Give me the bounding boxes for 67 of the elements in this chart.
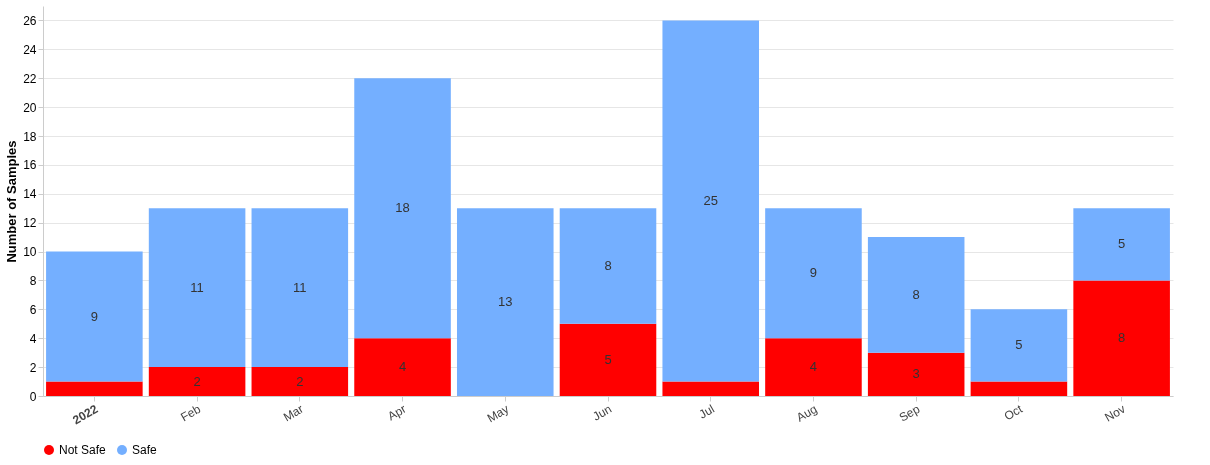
x-tick-label: May <box>484 401 512 426</box>
y-tick-label: 8 <box>29 273 37 288</box>
y-axis-title: Number of Samples <box>4 140 20 263</box>
x-tick-label: Mar <box>280 401 306 425</box>
y-tick-label: 12 <box>23 216 37 231</box>
y-tick-label: 20 <box>23 100 37 115</box>
data-label: 8 <box>1118 330 1126 346</box>
y-tick-label: 10 <box>23 245 37 260</box>
data-label: 5 <box>604 351 612 367</box>
bar <box>970 309 1068 382</box>
bar <box>867 352 965 396</box>
bar <box>354 78 451 339</box>
bar <box>559 323 657 396</box>
legend-label: Safe <box>132 443 158 457</box>
data-label: 13 <box>498 294 513 310</box>
bar <box>354 338 451 396</box>
bar <box>46 251 143 382</box>
y-tick-label: 16 <box>23 158 37 173</box>
x-tick-label: Aug <box>793 401 820 425</box>
x-tick-label: Apr <box>385 401 409 424</box>
bar <box>662 381 760 396</box>
data-label: 9 <box>809 265 818 281</box>
data-label: 4 <box>398 359 407 375</box>
data-label: 11 <box>293 279 307 295</box>
y-tick-label: 6 <box>29 302 37 317</box>
x-tick-label: Oct <box>1001 401 1026 424</box>
data-label: 8 <box>912 286 920 302</box>
y-tick-label: 24 <box>23 42 37 57</box>
x-tick-label: Jun <box>590 401 614 424</box>
bar <box>456 208 554 396</box>
bar <box>765 208 862 339</box>
bar <box>251 367 349 396</box>
data-label: 3 <box>912 366 920 382</box>
bar <box>559 208 657 324</box>
bar <box>867 237 965 353</box>
legend-label: Not Safe <box>59 443 107 457</box>
bar <box>251 208 349 368</box>
y-tick-label: 0 <box>29 389 37 404</box>
x-tick-label: Nov <box>1102 401 1128 425</box>
data-label: 5 <box>1118 236 1126 252</box>
bar <box>148 208 246 368</box>
bar <box>970 381 1068 396</box>
bar <box>1073 208 1170 281</box>
data-label: 4 <box>809 359 818 375</box>
y-tick-label: 14 <box>23 187 37 202</box>
data-label: 8 <box>604 258 612 273</box>
y-tick-label: 22 <box>23 71 37 86</box>
y-tick-label: 2 <box>29 360 37 375</box>
bar <box>148 367 246 396</box>
data-label: 25 <box>703 193 718 208</box>
data-label: 2 <box>296 373 304 389</box>
data-label: 18 <box>395 200 410 216</box>
data-label: 5 <box>1015 337 1023 353</box>
y-tick-label: 18 <box>23 129 37 144</box>
x-tick-label: Jul <box>696 401 717 422</box>
data-label: 9 <box>90 308 98 324</box>
x-tick-label: Sep <box>896 401 923 425</box>
bar <box>1073 280 1170 396</box>
bar <box>46 381 143 396</box>
x-tick-label: 2022 <box>70 401 101 428</box>
y-tick-label: 26 <box>23 13 37 28</box>
bar <box>662 20 760 382</box>
data-label: 2 <box>193 373 201 389</box>
bar <box>765 338 862 396</box>
x-tick-label: Feb <box>178 401 204 425</box>
data-label: 11 <box>190 279 204 295</box>
y-tick-label: 4 <box>29 331 37 346</box>
